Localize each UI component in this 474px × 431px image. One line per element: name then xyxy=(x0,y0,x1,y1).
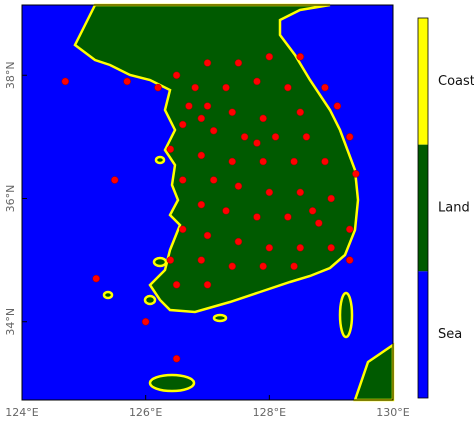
station xyxy=(265,53,274,61)
station xyxy=(179,120,187,129)
station xyxy=(327,244,335,252)
station xyxy=(265,244,274,252)
station xyxy=(228,108,236,116)
island xyxy=(143,294,157,306)
station xyxy=(265,188,274,197)
y-tick-label: 36°N xyxy=(4,185,17,213)
station xyxy=(197,256,206,264)
station xyxy=(228,157,236,166)
station xyxy=(253,213,261,221)
station xyxy=(259,157,267,166)
colorbar-segment xyxy=(418,271,428,398)
station xyxy=(172,281,181,289)
station xyxy=(197,151,206,160)
station xyxy=(179,225,187,234)
station xyxy=(154,83,162,92)
station xyxy=(345,256,354,264)
colorbar-label: Land xyxy=(438,201,470,216)
station xyxy=(166,145,175,153)
station xyxy=(296,188,304,197)
station xyxy=(123,77,131,86)
station xyxy=(185,102,193,110)
station xyxy=(333,102,342,110)
station xyxy=(302,133,311,141)
station xyxy=(61,77,70,86)
x-tick-label: 126°E xyxy=(129,406,162,419)
station xyxy=(296,244,304,252)
colorbar-label: Sea xyxy=(438,327,462,342)
map-area xyxy=(21,3,395,402)
station xyxy=(203,281,212,289)
station xyxy=(179,176,187,184)
station xyxy=(240,133,249,141)
station xyxy=(203,59,212,67)
station xyxy=(191,83,199,92)
station xyxy=(197,114,206,123)
station xyxy=(234,237,243,246)
stations xyxy=(61,53,360,363)
station xyxy=(352,170,360,178)
jeju-island xyxy=(148,373,196,393)
station xyxy=(259,262,267,271)
station xyxy=(209,126,218,135)
station xyxy=(271,133,280,141)
station xyxy=(296,108,304,116)
y-tick-label: 38°N xyxy=(4,61,17,89)
island xyxy=(154,155,166,165)
tsushima-island xyxy=(338,291,354,339)
station xyxy=(321,83,329,92)
station xyxy=(327,194,335,203)
station xyxy=(345,225,354,234)
y-tick-label: 34°N xyxy=(4,308,17,336)
x-tick-label: 130°E xyxy=(376,406,409,419)
station xyxy=(172,71,181,79)
station xyxy=(290,262,298,271)
island xyxy=(102,290,114,300)
station xyxy=(222,83,230,92)
station xyxy=(203,231,212,240)
map-frame xyxy=(21,4,394,401)
station xyxy=(92,274,100,283)
station xyxy=(172,354,181,363)
x-tick-label: 128°E xyxy=(253,406,286,419)
station xyxy=(166,256,175,264)
colorbar-frame xyxy=(417,17,429,399)
axes: 124°E 126°E 128°E 130°E 34°N 36°N 38°N xyxy=(4,61,410,419)
station xyxy=(203,102,212,110)
station xyxy=(209,176,218,184)
station xyxy=(253,139,261,147)
station xyxy=(315,219,323,227)
station xyxy=(141,317,150,326)
station xyxy=(197,200,206,209)
station xyxy=(234,182,243,190)
station xyxy=(296,53,304,61)
station xyxy=(253,77,261,86)
island xyxy=(212,313,228,323)
station xyxy=(308,207,317,215)
x-tick-label: 124°E xyxy=(5,406,38,419)
station xyxy=(259,114,267,123)
colorbar-segment xyxy=(418,18,428,145)
station xyxy=(345,133,354,141)
station xyxy=(234,59,243,67)
island xyxy=(152,256,168,268)
colorbar-segment xyxy=(418,144,428,272)
colorbar-label: Coast xyxy=(438,74,474,89)
station xyxy=(284,83,292,92)
station xyxy=(290,157,298,166)
station xyxy=(111,176,119,184)
station xyxy=(228,262,236,271)
station xyxy=(284,213,292,221)
station xyxy=(321,157,329,166)
station xyxy=(222,207,230,215)
colorbar: Coast Land Sea xyxy=(417,17,474,399)
